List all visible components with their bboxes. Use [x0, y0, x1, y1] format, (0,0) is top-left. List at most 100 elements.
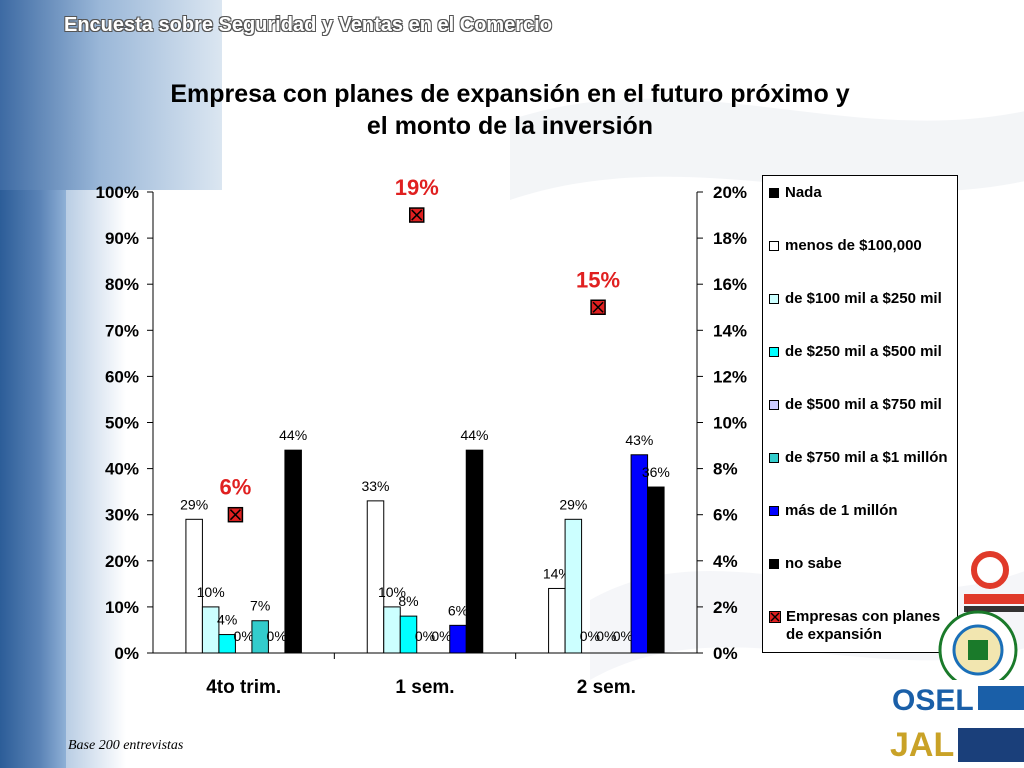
svg-text:JAL: JAL: [890, 726, 954, 764]
bar: [399, 615, 418, 654]
legend-label: de $750 mil a $1 millón: [785, 449, 948, 466]
legend-item: de $100 mil a $250 mil: [769, 290, 955, 308]
bar: [564, 518, 583, 654]
y-right-tick-label: 18%: [713, 229, 747, 248]
bar-data-label: 44%: [279, 427, 307, 443]
bar-data-label: 44%: [460, 427, 488, 443]
expansion-marker: [409, 207, 425, 223]
y-left-tick-label: 60%: [105, 367, 139, 386]
bar: [284, 449, 302, 654]
bar: [383, 606, 401, 654]
y-right-tick-label: 4%: [713, 552, 738, 571]
y-right-tick-label: 8%: [713, 460, 738, 479]
legend-item: menos de $100,000: [769, 237, 955, 255]
bar-data-label: 43%: [625, 432, 653, 448]
background-fade: [66, 190, 126, 768]
y-left-tick-label: 0%: [114, 644, 139, 663]
bar-data-label: 0%: [234, 628, 254, 644]
bar-data-label: 14%: [543, 565, 571, 581]
expansion-marker: [227, 506, 244, 523]
legend-label: más de 1 millón: [785, 502, 898, 519]
legend-label: no sabe: [785, 555, 842, 572]
legend-label: de $250 mil a $500 mil: [785, 343, 942, 360]
legend-swatch: [769, 188, 779, 198]
x-tick-label: 2 sem.: [577, 677, 636, 698]
y-left-tick-label: 80%: [105, 275, 139, 294]
y-left-tick-label: 40%: [105, 460, 139, 479]
expansion-marker: [590, 299, 606, 315]
expansion-data-label: 6%: [220, 475, 252, 500]
bar-data-label: 0%: [580, 628, 600, 644]
legend-item: Nada: [769, 184, 955, 202]
svg-text:OSEL: OSEL: [892, 684, 974, 717]
bar-data-label: 4%: [217, 612, 237, 628]
legend-label: Nada: [785, 184, 822, 201]
bar-data-label: 8%: [398, 593, 418, 609]
bar: [251, 620, 269, 654]
bar-data-label: 29%: [559, 496, 587, 512]
bar: [647, 486, 665, 654]
jal-logo: JAL: [890, 726, 1024, 764]
y-left-tick-label: 70%: [105, 321, 139, 340]
y-right-tick-label: 20%: [713, 183, 747, 202]
chart-title-line-2: el monto de la inversión: [366, 112, 654, 140]
chart-title-line-1: Empresa con planes de expansión en el fu…: [170, 80, 850, 108]
legend-item: no sabe: [769, 555, 955, 573]
bar-data-label: 0%: [596, 628, 616, 644]
y-right-tick-label: 0%: [713, 644, 738, 663]
bar: [449, 624, 467, 654]
y-left-tick-label: 100%: [96, 183, 139, 202]
bar-data-label: 0%: [267, 628, 287, 644]
legend-item: de $500 mil a $750 mil: [769, 396, 955, 414]
bar-data-label: 29%: [180, 496, 208, 512]
legend-swatch: [769, 453, 779, 463]
oseljal-logo: OSEL: [890, 680, 1024, 717]
legend-swatch: [769, 294, 779, 304]
partner-logos: OSEL JAL: [890, 551, 1024, 764]
y-left-tick-label: 20%: [105, 552, 139, 571]
x-tick-label: 4to trim.: [206, 677, 281, 698]
legend-swatch: [769, 559, 779, 569]
bar-data-label: 0%: [431, 628, 451, 644]
y-left-tick-label: 90%: [105, 229, 139, 248]
bar-data-label: 33%: [361, 478, 389, 494]
bar-data-label: 10%: [378, 584, 406, 600]
legend-item: Empresas con planes de expansión: [769, 608, 956, 644]
legend-item: de $250 mil a $500 mil: [769, 343, 955, 361]
legend-swatch: [769, 347, 779, 357]
bar: [366, 500, 385, 654]
legend-label: de $100 mil a $250 mil: [785, 290, 942, 307]
expansion-marker-cross: [229, 509, 241, 521]
legend-item: más de 1 millón: [769, 502, 955, 520]
background-header-band: [0, 0, 222, 190]
bar-data-label: 36%: [642, 464, 670, 480]
legend-swatch: [769, 400, 779, 410]
chamber-of-commerce-seal: [938, 610, 1018, 690]
bar-data-label: 10%: [197, 584, 225, 600]
legend-swatch: [769, 506, 779, 516]
y-left-tick-label: 50%: [105, 414, 139, 433]
x-tick-label: 1 sem.: [395, 677, 454, 698]
y-right-tick-label: 2%: [713, 598, 738, 617]
chart-legend: Nada menos de $100,000 de $100 mil a $250 …: [762, 175, 958, 653]
footer-base-note: Base 200 entrevistas: [68, 738, 184, 753]
bar: [548, 587, 566, 654]
bar-data-label: 7%: [250, 598, 270, 614]
slide-header: Encuesta sobre Seguridad y Ventas en el …: [64, 14, 552, 36]
y-left-tick-label: 10%: [105, 598, 139, 617]
expansion-data-label: 19%: [395, 175, 439, 200]
legend-marker-icon: [769, 611, 781, 623]
bar: [630, 454, 649, 654]
bar-data-label: 0%: [613, 628, 633, 644]
legend-label: Empresas con planes de expansión: [786, 608, 941, 643]
bar: [185, 518, 203, 654]
expansion-marker-cross: [411, 209, 423, 221]
bar: [465, 449, 484, 654]
y-right-tick-label: 16%: [713, 275, 747, 294]
bar-data-label: 0%: [415, 628, 435, 644]
y-right-tick-label: 6%: [713, 506, 738, 525]
legend-swatch: [769, 241, 779, 251]
y-right-tick-label: 10%: [713, 414, 747, 433]
legend-label: de $500 mil a $750 mil: [785, 396, 942, 413]
